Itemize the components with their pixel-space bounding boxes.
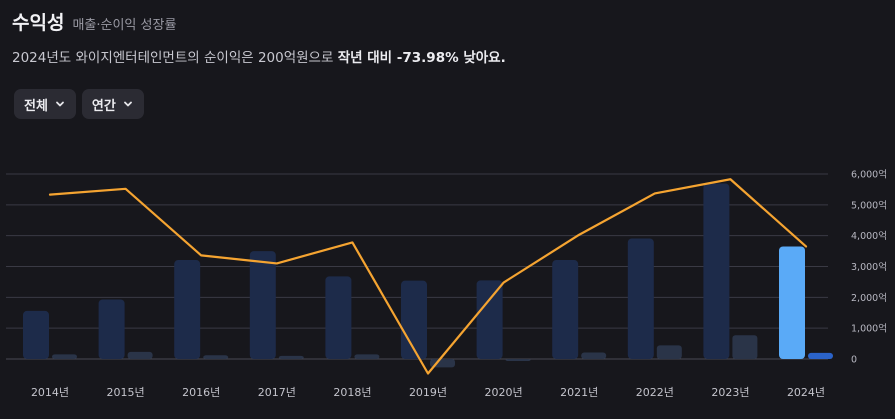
profit-bar bbox=[581, 352, 607, 359]
filter-controls: 전체 연간 bbox=[14, 89, 144, 119]
revenue-bar bbox=[174, 260, 201, 359]
summary-emphasis: 작년 대비 -73.98% 낮아요. bbox=[337, 50, 506, 66]
profit-bar bbox=[808, 352, 833, 359]
revenue-bar bbox=[476, 280, 503, 359]
profit-bar bbox=[354, 354, 380, 359]
profit-bar bbox=[505, 359, 531, 361]
summary-prefix: 2024년도 와이지엔터테인먼트의 순이익은 200억원으로 bbox=[12, 50, 338, 66]
period-dropdown[interactable]: 연간 bbox=[81, 89, 144, 119]
revenue-bar bbox=[779, 246, 805, 359]
profit-bar bbox=[127, 351, 153, 359]
y-tick-label: 3,000억 bbox=[851, 261, 887, 273]
chevron-down-icon bbox=[123, 101, 132, 107]
y-tick-label: 6,000억 bbox=[851, 169, 887, 181]
x-tick-label: 2024년 bbox=[787, 386, 825, 399]
revenue-bar bbox=[98, 299, 125, 359]
revenue-bar bbox=[703, 183, 730, 359]
profit-bar bbox=[278, 355, 304, 359]
y-tick-label: 4,000억 bbox=[851, 230, 887, 242]
scope-dropdown-label: 전체 bbox=[24, 98, 48, 114]
revenue-bar bbox=[23, 310, 49, 359]
revenue-bar bbox=[552, 260, 579, 359]
profit-bar bbox=[732, 335, 758, 359]
scope-dropdown[interactable]: 전체 bbox=[14, 89, 76, 119]
x-tick-label: 2017년 bbox=[258, 386, 296, 399]
x-tick-label: 2016년 bbox=[182, 386, 220, 399]
y-tick-label: 2,000억 bbox=[851, 292, 887, 304]
chevron-down-icon bbox=[56, 101, 64, 107]
header: 수익성 매출·순이익 성장률 bbox=[12, 8, 176, 35]
x-tick-label: 2015년 bbox=[107, 386, 145, 399]
growth-line bbox=[48, 178, 808, 375]
x-tick-label: 2023년 bbox=[711, 386, 749, 399]
profit-bar bbox=[656, 345, 682, 359]
y-tick-label: 1,000억 bbox=[851, 323, 887, 335]
page-subtitle: 매출·순이익 성장률 bbox=[72, 18, 177, 33]
x-tick-label: 2021년 bbox=[560, 386, 598, 399]
profit-bar bbox=[203, 355, 229, 359]
revenue-bar bbox=[249, 251, 276, 359]
x-tick-label: 2019년 bbox=[409, 386, 447, 399]
revenue-bar bbox=[627, 238, 654, 359]
revenue-bar bbox=[325, 276, 352, 359]
period-dropdown-label: 연간 bbox=[91, 98, 116, 114]
x-tick-label: 2022년 bbox=[636, 386, 674, 399]
x-tick-label: 2014년 bbox=[31, 386, 69, 399]
page-title: 수익성 bbox=[12, 12, 65, 34]
y-tick-label: 5,000억 bbox=[851, 199, 887, 211]
summary-text: 2024년도 와이지엔터테인먼트의 순이익은 200억원으로 작년 대비 -73… bbox=[12, 46, 506, 66]
x-tick-label: 2020년 bbox=[485, 386, 523, 399]
profit-bar bbox=[52, 354, 77, 359]
y-tick-label: 0 bbox=[851, 355, 857, 366]
x-tick-label: 2018년 bbox=[333, 386, 371, 399]
